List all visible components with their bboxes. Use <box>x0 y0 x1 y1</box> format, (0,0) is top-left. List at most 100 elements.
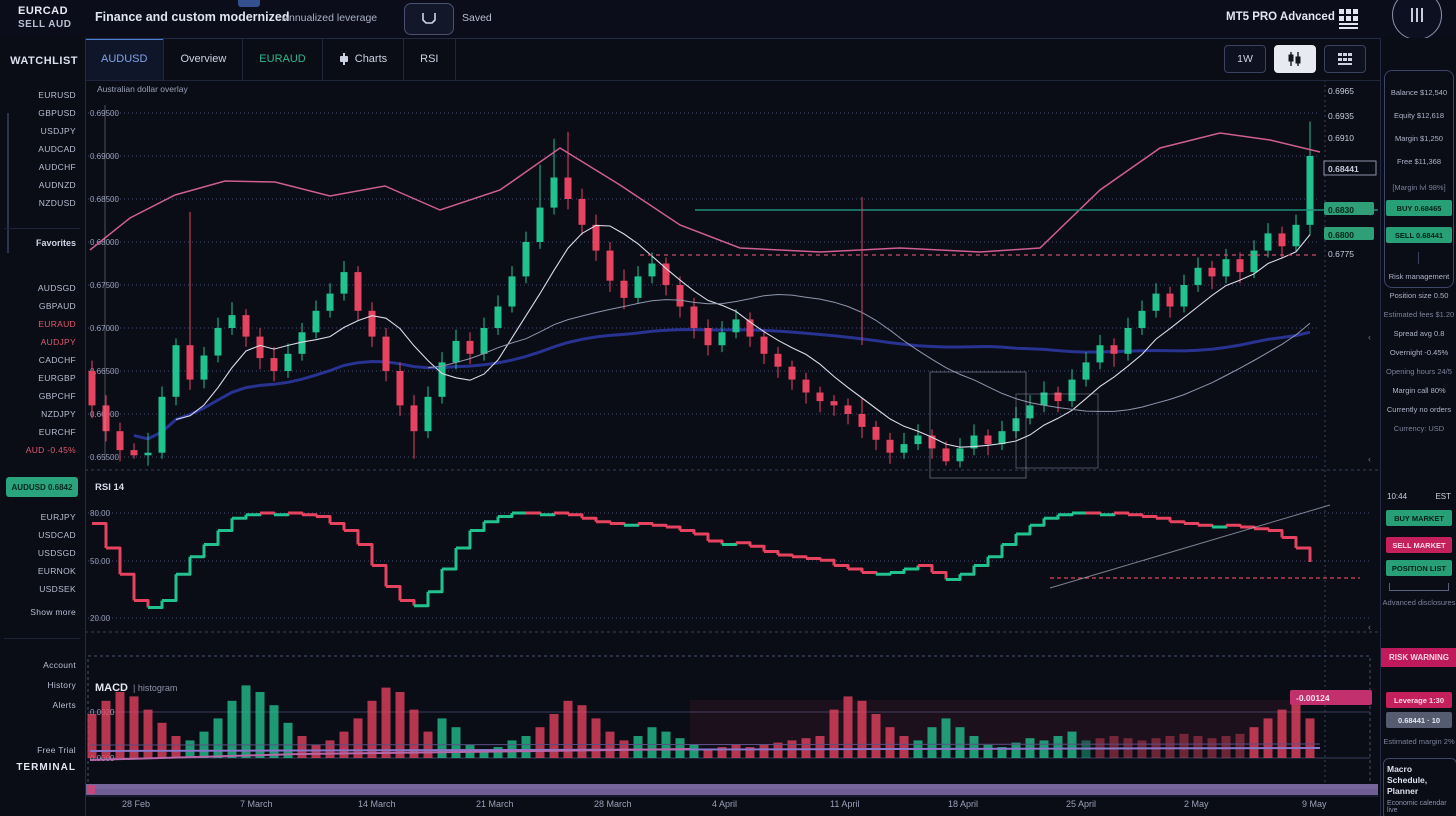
watchlist-item[interactable]: GBPAUD <box>0 301 76 311</box>
order-info-row: Overnight -0.45% <box>1381 348 1456 357</box>
apps-grid-icon[interactable] <box>1336 6 1362 37</box>
tab-euraud[interactable]: EURAUD <box>243 38 322 80</box>
divider <box>4 638 80 639</box>
save-layout-label: Saved <box>462 12 492 24</box>
sell-quote-button[interactable]: SELL 0.68441 <box>1386 227 1452 243</box>
watchlist-item[interactable]: EURNOK <box>0 566 76 576</box>
tab-label: EURAUD <box>259 53 305 65</box>
svg-text:11 April: 11 April <box>830 799 859 809</box>
svg-text:0.6910: 0.6910 <box>1328 133 1354 143</box>
watchlist-item[interactable]: AUDCAD <box>0 144 76 154</box>
watchlist-item[interactable]: EURAUD <box>0 319 76 329</box>
watchlist-item[interactable]: NZDJPY <box>0 409 76 419</box>
position-list-button[interactable]: POSITION LIST <box>1386 560 1452 576</box>
watchlist-item[interactable]: USDSEK <box>0 584 76 594</box>
quote-snapshot-button[interactable]: 0.68441 · 10 <box>1386 712 1452 728</box>
notification-chip <box>238 0 260 7</box>
account-stat-row: Equity $12,618 <box>1381 111 1456 120</box>
sidebar-nav-item[interactable]: Account <box>0 660 76 670</box>
watchlist-item[interactable]: USDJPY <box>0 126 76 136</box>
watchlist-item[interactable]: AUD -0.45% <box>0 445 76 455</box>
workspace-title: Finance and custom modernized <box>95 10 289 24</box>
svg-text:0.6935: 0.6935 <box>1328 111 1354 121</box>
svg-text:28 March: 28 March <box>594 799 632 809</box>
watchlist-item[interactable]: EURGBP <box>0 373 76 383</box>
watchlist-item[interactable]: EURUSD <box>0 90 76 100</box>
watchlist-item[interactable]: USDCAD <box>0 530 76 540</box>
tab-overview[interactable]: Overview <box>164 38 243 80</box>
chart-toolbar: 1W <box>1224 38 1380 80</box>
leverage-alert-button[interactable]: Leverage 1:30 <box>1386 692 1452 708</box>
clock-row: 10:44 EST <box>1387 492 1451 501</box>
watchlist-item[interactable]: CADCHF <box>0 355 76 365</box>
logo-line-2: SELL AUD <box>18 18 71 32</box>
svg-text:0.6800: 0.6800 <box>1328 230 1354 240</box>
confirm-order-button[interactable]: BUY MARKET <box>1386 510 1452 526</box>
svg-text:25 April: 25 April <box>1066 799 1096 809</box>
watchlist-item[interactable]: NZDUSD <box>0 198 76 208</box>
svg-text:21 March: 21 March <box>476 799 514 809</box>
watchlist-item[interactable]: AUDNZD <box>0 180 76 190</box>
candlestick-icon <box>1286 51 1304 67</box>
tab-rsi[interactable]: RSI <box>404 38 455 80</box>
svg-text:9 May: 9 May <box>1302 799 1327 809</box>
macro-schedule-panel[interactable]: Macro Schedule,PlannerEconomic calendar … <box>1383 758 1456 816</box>
chart-canvas[interactable]: 0.695000.690000.685000.680000.675000.670… <box>0 0 1456 816</box>
platform-label[interactable]: MT5 PRO Advanced <box>1226 11 1335 23</box>
svg-text:0.6830: 0.6830 <box>1328 205 1354 215</box>
svg-text:0.6775: 0.6775 <box>1328 249 1354 259</box>
cancel-order-button[interactable]: SELL MARKET <box>1386 537 1452 553</box>
tab-charts[interactable]: Charts <box>323 38 404 80</box>
order-info-row: Position size 0.50 <box>1381 291 1456 300</box>
watchlist-item[interactable]: USDSGD <box>0 548 76 558</box>
tab-audusd[interactable]: AUDUSD <box>85 38 164 80</box>
free-trial-label[interactable]: Free Trial <box>0 745 76 755</box>
order-info-row: Opening hours 24/5 <box>1381 367 1456 376</box>
svg-text:-0.00124: -0.00124 <box>1296 693 1330 703</box>
user-avatar[interactable] <box>1392 0 1442 40</box>
timezone-label: EST <box>1435 492 1451 501</box>
macro-title-line2: Planner <box>1387 786 1453 797</box>
chart-symbol-sublabel: Australian dollar overlay <box>97 84 188 94</box>
svg-text:| histogram: | histogram <box>133 683 177 693</box>
order-info-row: Currency: USD <box>1381 424 1456 433</box>
watchlist-title: WATCHLIST <box>0 55 78 67</box>
margin-level-row: [Margin lvl 98%] <box>1381 183 1456 192</box>
order-info-row: Risk management <box>1381 272 1456 281</box>
watchlist-item-selected[interactable]: AUDUSD 0.6842 <box>6 477 78 497</box>
sidebar-nav-item[interactable]: History <box>0 680 76 690</box>
watchlist-item[interactable]: AUDSGD <box>0 283 76 293</box>
save-layout-button[interactable] <box>404 3 454 35</box>
watchlist-show-more[interactable]: Show more <box>0 607 76 617</box>
watchlist-item[interactable]: AUDJPY <box>0 337 76 347</box>
terminal-label[interactable]: TERMINAL <box>0 762 76 773</box>
svg-text:4 April: 4 April <box>712 799 737 809</box>
divider <box>1418 252 1419 264</box>
svg-text:‹: ‹ <box>1368 622 1371 632</box>
disclosure-link[interactable]: Advanced disclosures <box>1381 598 1456 607</box>
buy-quote-button[interactable]: BUY 0.68465 <box>1386 200 1452 216</box>
svg-text:50.00: 50.00 <box>90 557 111 566</box>
watchlist-item[interactable]: GBPUSD <box>0 108 76 118</box>
app-logo[interactable]: EURCAD SELL AUD <box>18 4 71 32</box>
watchlist-item[interactable]: GBPCHF <box>0 391 76 401</box>
candle-tab-icon <box>339 53 349 65</box>
watchlist-item[interactable]: EURJPY <box>0 512 76 522</box>
sidebar-nav-item[interactable]: Alerts <box>0 700 76 710</box>
macro-subtitle: Economic calendar live <box>1387 800 1453 814</box>
timeframe-button[interactable]: 1W <box>1224 45 1266 73</box>
account-stat-row: Margin $1,250 <box>1381 134 1456 143</box>
svg-text:‹: ‹ <box>1368 332 1371 342</box>
watchlist-item[interactable]: EURCHF <box>0 427 76 437</box>
candlestick-style-button[interactable] <box>1274 45 1316 73</box>
order-info-row: Spread avg 0.8 <box>1381 329 1456 338</box>
svg-text:20.00: 20.00 <box>90 614 111 623</box>
watchlist-section-favorites: Favorites <box>0 238 76 248</box>
tab-label: RSI <box>420 53 438 65</box>
chart-tab-bar: AUDUSD Overview EURAUD Charts RSI 1W <box>85 38 1380 81</box>
watchlist-item[interactable]: AUDCHF <box>0 162 76 172</box>
svg-text:‹: ‹ <box>1368 454 1371 464</box>
time-value: 10:44 <box>1387 492 1407 501</box>
indicators-button[interactable] <box>1324 45 1366 73</box>
watchlist-sidebar: WATCHLIST EURUSD GBPUSD USDJPY AUDCAD AUDCHF A… <box>0 38 86 816</box>
